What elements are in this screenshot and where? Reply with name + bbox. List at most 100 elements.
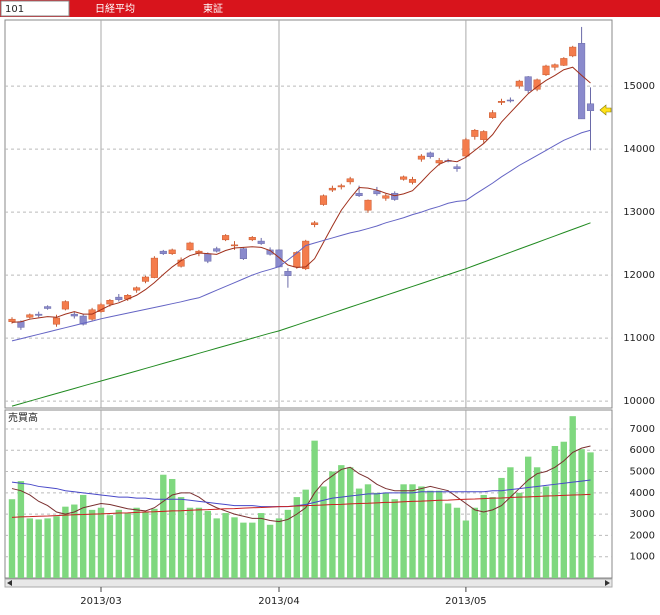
y-tick-label: 4000 [630, 488, 655, 499]
volume-bar [222, 513, 229, 578]
candle-body [133, 287, 141, 291]
moving-average-line [11, 479, 591, 508]
candle-body [435, 160, 443, 164]
volume-bar [53, 516, 60, 578]
candle-body [186, 242, 194, 251]
volume-bar [329, 471, 336, 578]
volume-bar [160, 474, 167, 578]
volume-bar [489, 497, 496, 578]
volume-bar [418, 486, 425, 578]
price-panel [4, 19, 613, 409]
candle-body [17, 321, 25, 328]
candle-body [35, 313, 43, 316]
volume-title: 売買高 [8, 411, 38, 424]
candle-body [391, 192, 399, 200]
volume-bar [569, 416, 576, 578]
y-tick-label: 15000 [623, 81, 655, 92]
candle-body [382, 195, 390, 199]
volume-bar [266, 524, 274, 578]
volume-bar [409, 484, 416, 578]
candle-body [346, 178, 354, 183]
volume-bar [97, 507, 105, 578]
candle-body [222, 235, 230, 241]
candle-body [52, 317, 61, 325]
volume-bar [364, 484, 372, 578]
volume-bar [320, 486, 327, 578]
y-tick-label: 12000 [623, 270, 655, 281]
x-tick-label: 2013/05 [445, 596, 487, 607]
candle-body [578, 43, 586, 120]
volume-bar [355, 488, 363, 578]
candle-body [426, 152, 434, 157]
volume-bar [462, 520, 470, 578]
moving-average-line [11, 66, 591, 323]
code-box[interactable] [0, 0, 70, 17]
candle-body [106, 300, 114, 305]
volume-bar [444, 503, 452, 578]
candle-body [515, 80, 523, 87]
candle-body [61, 301, 69, 310]
candle-body [489, 112, 497, 118]
volume-bar [453, 507, 461, 578]
volume-bar [311, 440, 318, 578]
candle-body [115, 296, 123, 300]
y-tick-label: 10000 [623, 396, 655, 407]
volume-bar [400, 484, 407, 578]
candle-body [302, 240, 310, 270]
scroll-right[interactable] [605, 580, 610, 586]
volume-bar [151, 508, 158, 578]
candle-body [213, 248, 221, 252]
y-tick-label: 13000 [623, 207, 655, 218]
candle-body [453, 166, 461, 169]
volume-bar [284, 509, 292, 578]
volume-bar [177, 497, 185, 578]
candle-body [150, 257, 158, 278]
y-tick-label: 5000 [630, 467, 655, 478]
scrollbar[interactable] [4, 578, 613, 588]
candle-body [79, 315, 87, 325]
candle-body [311, 222, 319, 225]
volume-bar [258, 513, 265, 578]
volume-bar [249, 522, 256, 578]
y-tick-label: 11000 [623, 333, 655, 344]
volume-bar [115, 509, 122, 578]
candle-body [524, 76, 532, 91]
candle-body [230, 244, 239, 247]
current-marker [599, 104, 612, 116]
volume-bar [213, 518, 220, 578]
candle-body [471, 129, 479, 137]
volume-bar [436, 490, 443, 578]
candle-body [284, 271, 292, 276]
volume-bar [26, 518, 33, 578]
candle-body [462, 139, 470, 157]
candle-body [480, 131, 488, 140]
volume-bar [88, 509, 96, 578]
y-tick-label: 7000 [630, 424, 655, 435]
x-tick-label: 2013/04 [258, 596, 300, 607]
volume-bar [293, 497, 300, 578]
volume-bar [71, 504, 78, 578]
candle-body [8, 318, 16, 322]
volume-bar [382, 492, 389, 578]
volume-bar [338, 465, 345, 578]
candle-body [168, 249, 176, 254]
volume-bar [533, 467, 541, 578]
candle-body [506, 99, 514, 102]
volume-bar [391, 499, 398, 578]
volume-bar [587, 452, 594, 578]
x-tick-label: 2013/03 [80, 596, 122, 607]
volume-bar [35, 519, 42, 578]
moving-average-line [11, 445, 591, 523]
volume-bar [231, 517, 238, 578]
code: 101 [5, 4, 24, 15]
volume-bar [373, 492, 381, 578]
volume-bar [124, 513, 131, 578]
y-tick-label: 1000 [630, 552, 655, 563]
scroll-left[interactable] [7, 580, 12, 586]
candle-body [70, 313, 78, 317]
volume-bar [347, 467, 354, 578]
volume-bar [204, 510, 211, 578]
candle-body [319, 195, 328, 205]
